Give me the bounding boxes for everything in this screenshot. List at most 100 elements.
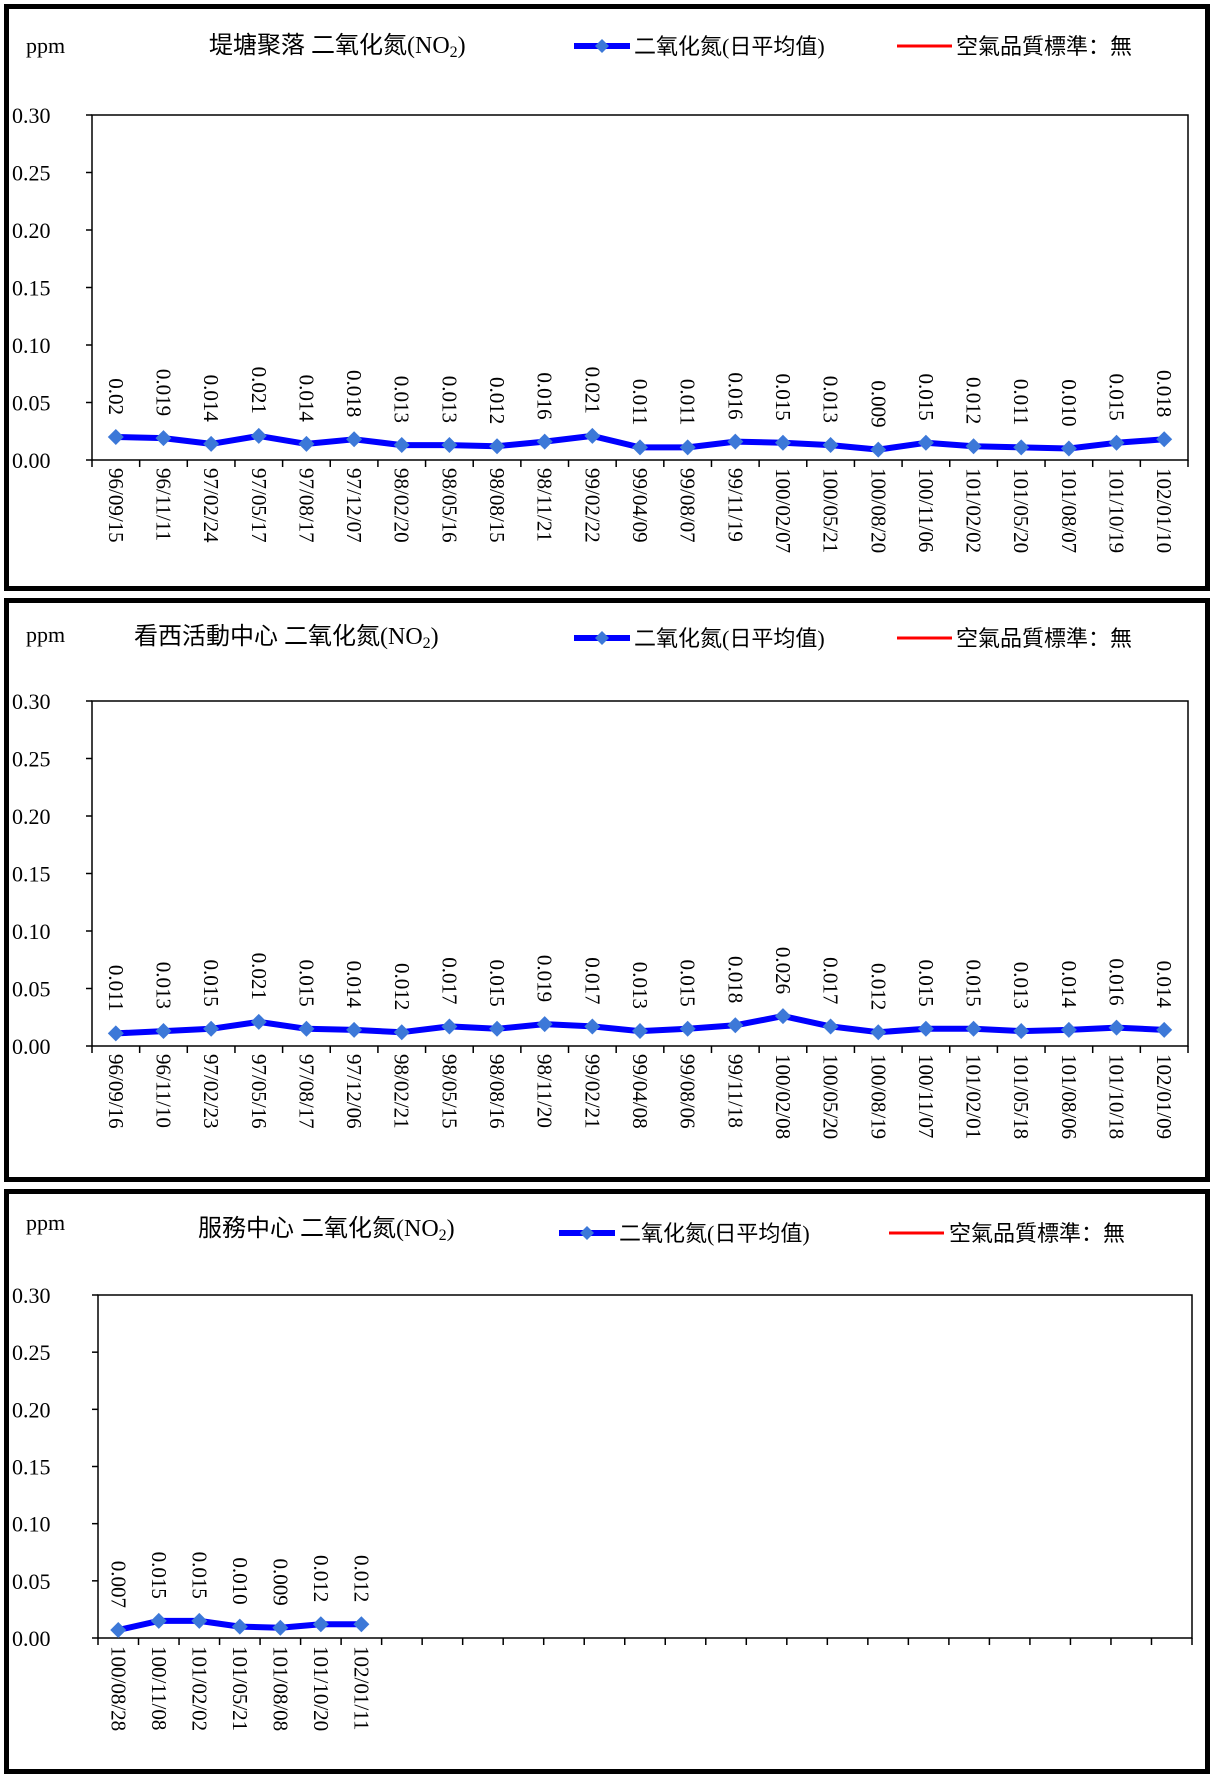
chart-1-svg: ppm 堤塘聚落 二氧化氮(NO2) 二氧化氮(日平均值) 空氣品質標準：無 0.00 0… — [12, 32, 1189, 553]
chart-2-category-label: 99/02/21 — [580, 1054, 604, 1129]
chart-panel-3: ppm 服務中心 二氧化氮(NO2) 二氧化氮(日平均值) 空氣品質標準：無 0.00 0… — [4, 1189, 1210, 1774]
chart-2-data-point — [870, 1024, 887, 1041]
chart-3-data-point — [231, 1618, 248, 1635]
chart-1-data-point — [107, 429, 124, 445]
chart-1-data-label: 0.015 — [914, 374, 938, 421]
chart-3-data-label: 0.012 — [309, 1555, 333, 1602]
chart-1-data-label: 0.015 — [1105, 374, 1129, 421]
chart-2-data-point — [774, 1008, 791, 1025]
chart-2-category-label: 101/05/18 — [1009, 1054, 1033, 1139]
chart-1-category-label: 98/08/15 — [485, 468, 509, 543]
chart-2-data-point — [679, 1020, 696, 1037]
chart-3-data-label: 0.015 — [147, 1552, 171, 1599]
chart-2-data-point — [965, 1020, 982, 1037]
chart-3-category-label: 101/05/21 — [228, 1646, 252, 1731]
chart-3-title: 服務中心 二氧化氮(NO2) — [198, 1215, 455, 1244]
chart-1-data-label: 0.014 — [199, 375, 223, 423]
chart-1-data-point — [917, 434, 934, 451]
chart-1-ytick-label: 0.15 — [12, 276, 51, 301]
chart-1-data-point — [1013, 439, 1030, 456]
chart-2-data-point — [1013, 1023, 1030, 1040]
chart-1-data-point — [155, 430, 172, 447]
chart-1-data-label: 0.010 — [1057, 379, 1081, 426]
chart-2-category-label: 100/08/19 — [866, 1054, 890, 1139]
chart-3-svg: ppm 服務中心 二氧化氮(NO2) 二氧化氮(日平均值) 空氣品質標準：無 0.00 0… — [12, 1210, 1193, 1731]
chart-2-ytick-label: 0.15 — [12, 862, 51, 887]
chart-panel-1: ppm 堤塘聚落 二氧化氮(NO2) 二氧化氮(日平均值) 空氣品質標準：無 0.00 0… — [4, 4, 1210, 591]
chart-2-data-point — [727, 1017, 744, 1034]
chart-2-category-label: 97/02/23 — [199, 1054, 223, 1129]
chart-1-category-label: 101/10/19 — [1105, 468, 1129, 553]
chart-1-category-label: 97/08/17 — [294, 468, 318, 543]
chart-2-data-label: 0.015 — [294, 960, 318, 1007]
chart-1-data-point — [1060, 440, 1077, 457]
chart-2-ytick-label: 0.00 — [12, 1034, 51, 1059]
chart-2-category-label: 99/04/08 — [628, 1054, 652, 1129]
chart-1-category-label: 97/12/07 — [342, 468, 366, 543]
chart-2-data-label: 0.012 — [390, 963, 414, 1010]
chart-2-svg: ppm 看西活動中心 二氧化氮(NO2) 二氧化氮(日平均值) 空氣品質標準：無 0.0… — [12, 622, 1189, 1139]
chart-1-ytick-label: 0.05 — [12, 391, 51, 416]
chart-2-data-point — [917, 1020, 934, 1037]
chart-3-data-point — [150, 1612, 167, 1629]
chart-1-data-label: 0.013 — [390, 376, 414, 423]
chart-2-data-point — [107, 1025, 124, 1042]
chart-2-category-label: 100/02/08 — [771, 1054, 795, 1139]
chart-1-data-point — [250, 427, 267, 444]
chart-3-category-label: 101/02/02 — [187, 1646, 211, 1731]
chart-2-title: 看西活動中心 二氧化氮(NO2) — [134, 623, 439, 652]
chart-2-legend-standard-label: 空氣品質標準：無 — [956, 626, 1132, 651]
chart-2-data-point — [822, 1018, 839, 1035]
chart-3-ytick-label: 0.25 — [12, 1340, 51, 1365]
chart-1-category-label: 99/02/22 — [580, 468, 604, 543]
chart-2-category-label: 98/05/15 — [437, 1054, 461, 1129]
chart-2-data-label: 0.013 — [1009, 962, 1033, 1009]
chart-2-legend-series-label: 二氧化氮(日平均值) — [634, 626, 825, 651]
chart-1-legend-series-label: 二氧化氮(日平均值) — [634, 34, 825, 59]
chart-2-data-label: 0.017 — [819, 957, 843, 1004]
chart-3-data-label: 0.012 — [349, 1555, 373, 1602]
chart-1-data-point — [679, 439, 696, 456]
chart-2-data-label: 0.011 — [104, 965, 128, 1011]
chart-1-category-label: 99/08/07 — [676, 468, 700, 543]
chart-2-data-label: 0.026 — [771, 947, 795, 994]
chart-2-data-label: 0.013 — [628, 962, 652, 1009]
chart-1-title: 堤塘聚落 二氧化氮(NO2) — [209, 32, 466, 61]
chart-2-data-label: 0.014 — [342, 961, 366, 1009]
chart-1-ytick-label: 0.20 — [12, 218, 51, 243]
chart-3-ytick-label: 0.05 — [12, 1569, 51, 1594]
chart-1-data-label: 0.018 — [1152, 370, 1176, 417]
chart-2-data-point — [584, 1018, 601, 1035]
chart-3-data-point — [312, 1616, 329, 1633]
chart-1-category-label: 98/11/21 — [533, 468, 557, 542]
chart-1-category-label: 101/05/20 — [1009, 468, 1033, 553]
chart-2-category-label: 96/09/16 — [104, 1054, 128, 1129]
chart-2-ytick-label: 0.20 — [12, 804, 51, 829]
chart-1-data-point — [870, 441, 887, 458]
chart-1-data-point — [774, 434, 791, 451]
chart-2-data-label: 0.015 — [199, 960, 223, 1007]
chart-3-data-label: 0.007 — [106, 1561, 130, 1608]
chart-2-category-label: 97/12/06 — [342, 1054, 366, 1129]
chart-1-category-label: 97/02/24 — [199, 468, 223, 543]
chart-1-data-label: 0.015 — [771, 374, 795, 421]
chart-2-category-label: 101/02/01 — [962, 1054, 986, 1139]
chart-1-data-point — [298, 435, 315, 452]
chart-3-data-label: 0.015 — [187, 1552, 211, 1599]
chart-1-data-point — [393, 437, 410, 454]
chart-2-data-label: 0.016 — [1105, 958, 1129, 1005]
chart-3-category-label: 101/10/20 — [309, 1646, 333, 1731]
chart-1-data-point — [632, 439, 648, 456]
chart-1-data-label: 0.011 — [676, 379, 700, 425]
chart-1-category-label: 98/02/20 — [390, 468, 414, 543]
chart-2-data-point — [1060, 1021, 1077, 1038]
chart-1-data-point — [536, 433, 553, 450]
chart-2-data-point — [632, 1023, 648, 1040]
chart-1-data-point — [1108, 434, 1125, 451]
chart-2-data-point — [155, 1023, 172, 1040]
chart-1-category-label: 100/05/21 — [819, 468, 843, 553]
chart-1-data-point — [489, 438, 506, 455]
chart-1-data-label: 0.016 — [533, 372, 557, 419]
chart-2-data-label: 0.015 — [485, 960, 509, 1007]
chart-1-data-point — [965, 438, 982, 455]
